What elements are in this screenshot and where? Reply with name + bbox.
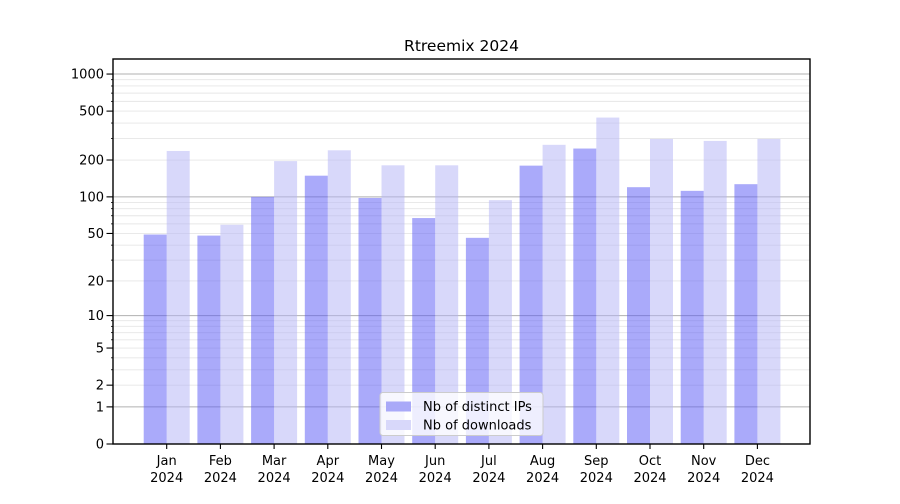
bar-distinct-ips (627, 187, 650, 444)
x-tick-label-year: 2024 (150, 471, 183, 486)
bar-distinct-ips (519, 165, 543, 444)
y-tick-label: 2 (96, 379, 104, 394)
x-tick-label-year: 2024 (419, 471, 452, 486)
x-tick-label-month: Dec (745, 454, 770, 469)
bar-downloads (166, 150, 190, 444)
legend-label-downloads: Nb of downloads (423, 419, 532, 434)
x-tick-label-year: 2024 (633, 471, 666, 486)
y-tick-label: 100 (79, 190, 104, 205)
bar-distinct-ips (197, 235, 221, 444)
bar-downloads (488, 200, 512, 444)
y-tick-label: 1 (96, 400, 104, 415)
x-tick-label-year: 2024 (204, 471, 237, 486)
x-tick-label-year: 2024 (526, 471, 559, 486)
x-tick-label-month: Aug (530, 454, 555, 469)
x-tick-label-month: Sep (584, 454, 609, 469)
bar-downloads (274, 161, 298, 444)
x-tick-label-year: 2024 (258, 471, 291, 486)
bar-downloads (327, 150, 351, 444)
y-tick-label: 1000 (71, 68, 104, 83)
bar-distinct-ips (143, 234, 167, 444)
x-tick-label-month: Apr (317, 454, 340, 469)
y-tick-label: 200 (79, 154, 104, 169)
bar-downloads (542, 144, 566, 444)
x-tick-label-month: Nov (691, 454, 717, 469)
x-tick-label-month: Jan (156, 454, 177, 469)
plot-area-border (112, 58, 811, 445)
bar-downloads (220, 224, 244, 444)
bar-downloads (757, 138, 781, 444)
x-tick-label-year: 2024 (580, 471, 613, 486)
chart-title: Rtreemix 2024 (404, 37, 519, 55)
y-tick-label: 500 (79, 105, 104, 120)
y-tick-label: 20 (87, 274, 104, 289)
x-tick-label-year: 2024 (472, 471, 505, 486)
y-tick-label: 50 (87, 227, 104, 242)
x-tick-label-month: Feb (209, 454, 232, 469)
bar-downloads (703, 140, 727, 444)
x-tick-label-month: Jun (424, 454, 445, 469)
bar-distinct-ips (680, 190, 704, 444)
x-tick-label-month: Jul (480, 454, 497, 469)
x-tick-label-year: 2024 (687, 471, 720, 486)
x-tick-label-year: 2024 (365, 471, 398, 486)
bar-downloads (596, 117, 620, 444)
bar-downloads (381, 165, 405, 444)
bar-downloads (650, 138, 673, 444)
bar-distinct-ips (734, 184, 758, 444)
bar-distinct-ips (251, 196, 275, 444)
x-tick-label-month: Mar (262, 454, 287, 469)
y-tick-label: 10 (87, 309, 104, 324)
bar-distinct-ips (304, 175, 328, 445)
legend-box (379, 392, 544, 436)
legend-swatch-downloads (386, 420, 411, 430)
x-tick-label-year: 2024 (741, 471, 774, 486)
x-tick-label-year: 2024 (311, 471, 344, 486)
y-tick-label: 5 (96, 342, 104, 357)
x-tick-label-month: Oct (639, 454, 661, 469)
bar-distinct-ips (412, 218, 436, 444)
x-tick-label-month: May (368, 454, 395, 469)
bar-distinct-ips (573, 148, 597, 444)
y-tick-label: 0 (96, 438, 104, 453)
bar-distinct-ips (358, 197, 382, 444)
legend-label-distinct-ips: Nb of distinct IPs (423, 400, 532, 415)
legend-swatch-distinct-ips (386, 401, 411, 412)
bar-downloads (435, 165, 459, 444)
